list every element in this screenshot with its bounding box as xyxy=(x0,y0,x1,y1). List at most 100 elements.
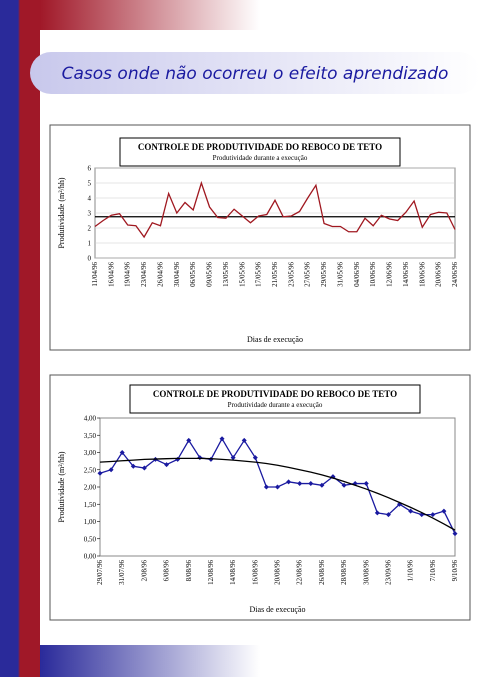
x-tick-label: 30/08/96 xyxy=(362,560,370,585)
y-tick-label: 4 xyxy=(88,195,92,203)
point-marker xyxy=(363,481,369,487)
point-marker xyxy=(186,437,192,443)
x-tick-label: 26/04/96 xyxy=(156,262,164,287)
y-tick-label: 2 xyxy=(88,225,92,233)
chart-title-box xyxy=(119,137,401,167)
point-marker xyxy=(374,510,380,516)
y-tick-label: 6 xyxy=(88,165,92,173)
chart-subtitle: Produtividade durante a execução xyxy=(213,154,308,162)
x-tick-label: 31/05/96 xyxy=(336,262,344,287)
y-tick-label: 0,00 xyxy=(84,553,97,561)
y-tick-label: 4,00 xyxy=(84,415,97,423)
x-tick-label: 6/08/96 xyxy=(163,560,171,582)
point-marker xyxy=(275,484,280,490)
series-line xyxy=(94,180,456,239)
x-tick-label: 28/08/96 xyxy=(340,560,348,585)
x-tick-label: 29/07/96 xyxy=(96,560,104,585)
point-marker xyxy=(385,512,391,518)
y-axis-label: Produtividade (m²/hh) xyxy=(57,177,66,248)
x-axis-label: Dias de execução xyxy=(247,335,303,344)
y-tick-label: 0,50 xyxy=(84,535,97,543)
x-tick-label: 23/04/96 xyxy=(140,262,148,287)
x-tick-label: 30/04/96 xyxy=(173,262,181,287)
x-tick-label: 20/06/96 xyxy=(435,262,443,287)
y-tick-label: 3,50 xyxy=(84,432,97,440)
x-tick-label: 04/06/96 xyxy=(353,262,361,287)
point-marker xyxy=(297,481,303,487)
point-marker xyxy=(408,508,414,514)
y-axis-label: Produtividade (m²/hh) xyxy=(57,451,66,522)
point-marker xyxy=(430,512,436,518)
point-marker xyxy=(341,482,347,488)
chart-title-box xyxy=(129,384,421,414)
point-marker xyxy=(241,437,247,443)
point-marker xyxy=(286,479,292,485)
point-marker xyxy=(97,470,103,476)
y-tick-label: 2,50 xyxy=(84,466,97,474)
y-tick-label: 3 xyxy=(88,210,92,218)
y-tick-label: 5 xyxy=(88,180,92,188)
top-band xyxy=(40,0,260,30)
point-marker xyxy=(230,455,236,461)
point-marker xyxy=(441,508,447,514)
x-tick-label: 29/05/96 xyxy=(320,262,328,287)
chart-title: CONTROLE DE PRODUTIVIDADE DO REBOCO DE T… xyxy=(153,389,397,399)
series-line xyxy=(99,457,456,531)
x-tick-label: 23/05/96 xyxy=(287,262,295,287)
point-marker xyxy=(130,463,136,469)
y-tick-label: 1,00 xyxy=(84,518,97,526)
x-tick-label: 11/04/96 xyxy=(91,262,99,287)
y-tick-label: 3,00 xyxy=(84,449,97,457)
x-tick-label: 17/05/96 xyxy=(255,262,263,287)
point-marker xyxy=(452,531,458,537)
x-tick-label: 16/08/96 xyxy=(251,560,259,585)
chart-title: CONTROLE DE PRODUTIVIDADE DO REBOCO DE T… xyxy=(138,142,382,152)
x-tick-label: 09/05/96 xyxy=(206,262,214,287)
x-tick-label: 16/04/96 xyxy=(107,262,115,287)
title-banner xyxy=(30,52,480,94)
x-tick-label: 2/08/96 xyxy=(140,560,148,582)
x-tick-label: 7/10/96 xyxy=(429,560,437,582)
slide-title: Casos onde não ocorreu o efeito aprendiz… xyxy=(62,64,449,84)
x-tick-label: 14/08/96 xyxy=(229,560,237,585)
bottom-band xyxy=(40,645,260,677)
y-tick-label: 1,50 xyxy=(84,501,97,509)
x-tick-label: 20/08/96 xyxy=(274,560,282,585)
x-tick-label: 12/08/96 xyxy=(207,560,215,585)
x-tick-label: 1/10/96 xyxy=(407,560,415,582)
point-marker xyxy=(219,436,225,442)
chart-frame xyxy=(49,374,471,621)
x-tick-label: 23/09/96 xyxy=(384,560,392,585)
x-tick-label: 12/06/96 xyxy=(386,262,394,287)
point-marker xyxy=(252,455,258,461)
x-tick-label: 22/08/96 xyxy=(296,560,304,585)
y-tick-label: 2,00 xyxy=(84,484,97,492)
y-tick-label: 1 xyxy=(88,240,92,248)
x-tick-label: 9/10/96 xyxy=(451,560,459,582)
point-marker xyxy=(308,481,314,487)
chart-subtitle: Produtividade durante a execução xyxy=(228,401,323,409)
x-tick-label: 31/07/96 xyxy=(118,560,126,585)
x-tick-label: 8/08/96 xyxy=(185,560,193,582)
x-tick-label: 15/05/96 xyxy=(238,262,246,287)
x-axis-label: Dias de execução xyxy=(250,605,306,614)
x-tick-label: 26/08/96 xyxy=(318,560,326,585)
x-tick-label: 18/06/96 xyxy=(418,262,426,287)
x-tick-label: 24/06/96 xyxy=(451,262,459,287)
point-marker xyxy=(108,467,114,473)
x-tick-label: 06/05/96 xyxy=(189,262,197,287)
side-band xyxy=(0,0,40,677)
x-tick-label: 27/05/96 xyxy=(304,262,312,287)
x-tick-label: 14/06/96 xyxy=(402,262,410,287)
x-tick-label: 19/04/96 xyxy=(124,262,132,287)
x-tick-label: 21/05/96 xyxy=(271,262,279,287)
point-marker xyxy=(263,484,269,490)
x-tick-label: 13/05/96 xyxy=(222,262,230,287)
point-marker xyxy=(319,482,325,488)
y-tick-label: 0 xyxy=(88,255,92,263)
point-marker xyxy=(141,465,147,471)
point-marker xyxy=(164,462,170,468)
x-tick-label: 10/06/96 xyxy=(369,262,377,287)
point-marker xyxy=(119,450,125,455)
